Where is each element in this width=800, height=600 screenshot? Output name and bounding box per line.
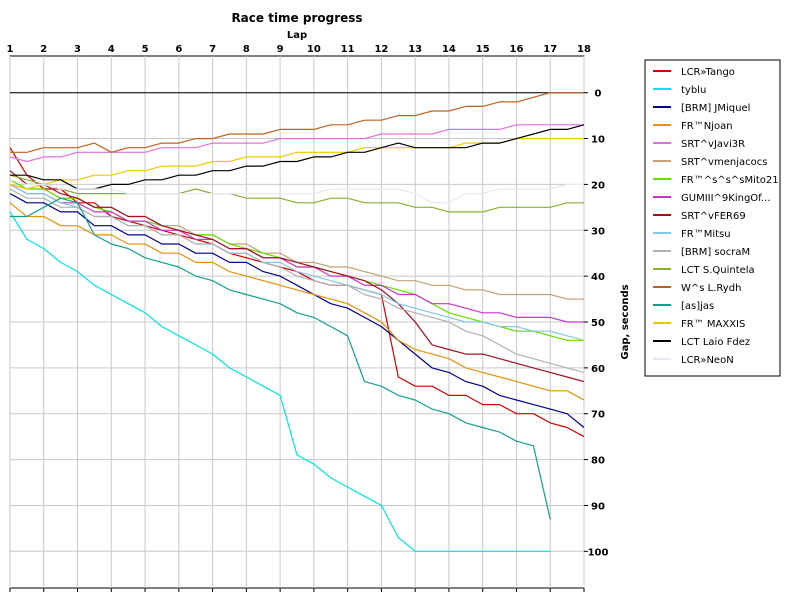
series-line-2	[9, 211, 551, 552]
series-line-5	[9, 124, 584, 163]
y-tick-label: 40	[591, 272, 605, 283]
x-tick-label: 2	[40, 44, 47, 55]
grid-lines	[9, 56, 585, 588]
y-tick-label: 70	[591, 410, 605, 421]
x-tick-label: 8	[243, 44, 250, 55]
x-axis-ticks: 1 2 3 4 5 6 7 8 9 10 11 12 13 14 15 16 17 18	[7, 44, 591, 592]
y-tick-label: 100	[588, 547, 609, 558]
legend-entry: LCT Laio Fdez	[681, 337, 750, 348]
series-line-16	[10, 124, 585, 190]
legend-entry: [BRM] JMiquel	[681, 103, 750, 114]
x-tick-label: 5	[142, 44, 149, 55]
legend-entry: W^s L.Rydh	[681, 283, 741, 294]
legend-entry: LCT S.Quintela	[681, 265, 755, 276]
y-axis-ticks: 0 10 20 30 40 50 60 70 80 90 100	[584, 89, 609, 558]
x-tick-label: 16	[510, 44, 524, 55]
x-tick-label: 13	[408, 44, 422, 55]
legend-entry: GUMIII^9KingOf...	[681, 193, 771, 204]
x-tick-label: 7	[209, 44, 216, 55]
series-line-17	[9, 179, 584, 204]
x-tick-label: 15	[476, 44, 490, 55]
x-tick-label: 12	[374, 44, 388, 55]
legend-entry: [as]jas	[681, 301, 714, 312]
legend-entry: LCR»Tango	[681, 67, 735, 78]
x-tick-label: 14	[442, 44, 456, 55]
x-tick-label: 10	[307, 44, 321, 55]
legend-entry: SRT^vJavi3R	[681, 139, 745, 150]
legend-entry: tyblu	[681, 85, 706, 96]
x-axis-label: Lap	[287, 30, 307, 41]
series-line-13	[10, 92, 584, 153]
series-line-4	[9, 202, 585, 401]
x-tick-label: 9	[277, 44, 284, 55]
y-axis-label: Gap, seconds	[620, 284, 631, 359]
legend-entry: SRT^vFER69	[681, 211, 746, 222]
y-tick-label: 10	[591, 135, 605, 146]
x-tick-label: 18	[577, 44, 591, 55]
legend: LCR»Tango tyblu [BRM] JMiquel FR™Njoan SRT^v…	[644, 59, 781, 377]
x-tick-label: 4	[108, 44, 115, 55]
series-line-9	[9, 170, 585, 383]
y-tick-label: 20	[591, 180, 605, 191]
x-tick-label: 17	[543, 44, 557, 55]
y-tick-label: 90	[591, 501, 605, 512]
chart-title: Race time progress	[231, 11, 362, 25]
y-tick-label: 80	[591, 456, 605, 467]
legend-entry: FR™^s^s^sMito21	[681, 175, 779, 186]
series-lines	[9, 92, 585, 552]
series-line-14	[10, 197, 551, 520]
legend-entry: SRT^vmenjacocs	[681, 157, 767, 168]
x-tick-label: 1	[7, 44, 14, 55]
y-tick-label: 30	[591, 226, 605, 237]
y-tick-label: 60	[591, 364, 605, 375]
y-tick-label: 50	[591, 318, 605, 329]
legend-entry: LCR»NeoN	[681, 355, 734, 366]
x-tick-label: 6	[175, 44, 182, 55]
series-line-3	[9, 193, 585, 428]
x-tick-label: 3	[74, 44, 81, 55]
series-line-12	[9, 174, 584, 213]
legend-entry: FR™ MAXXIS	[681, 319, 745, 330]
legend-entry: FR™Mitsu	[681, 229, 731, 240]
series-line-8	[9, 183, 584, 323]
series-line-11	[9, 188, 585, 373]
legend-entry: FR™Njoan	[681, 121, 733, 132]
x-tick-label: 11	[341, 44, 355, 55]
y-tick-label: 0	[595, 89, 602, 100]
legend-entry: [BRM] socraM	[681, 247, 750, 258]
